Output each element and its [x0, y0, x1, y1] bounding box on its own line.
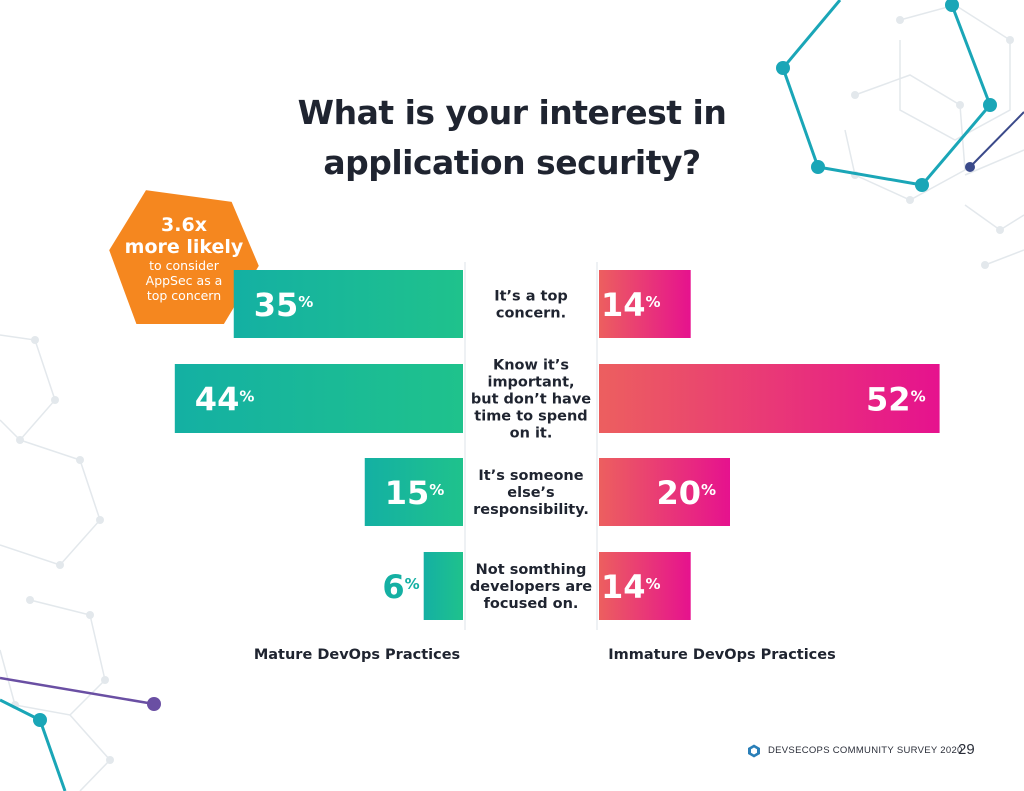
category-label-line: Know it’s	[493, 358, 569, 374]
footer-survey-name: DEVSECOPS COMMUNITY SURVEY 2020	[768, 745, 963, 756]
category-column	[465, 262, 597, 630]
immature-value-label: 52%	[866, 381, 926, 419]
title-line-1: What is your interest in	[297, 93, 727, 132]
category-label-line: responsibility.	[473, 502, 589, 518]
mature-bar	[233, 270, 463, 338]
category-label-line: time to spend	[474, 409, 587, 425]
category-label-line: else’s	[507, 485, 554, 501]
callout-line-5: top concern	[146, 288, 222, 303]
immature-bar	[599, 458, 730, 526]
mature-value-label-number: 15	[385, 474, 430, 512]
hexagon-logo-icon	[748, 744, 760, 758]
immature-bar	[599, 552, 691, 620]
callout-line-3: to consider	[149, 258, 219, 273]
purple-teal-network	[0, 676, 161, 791]
immature-value-label-percent-sign: %	[646, 293, 661, 311]
mature-value-label: 15%	[385, 474, 445, 512]
immature-value-label: 20%	[656, 474, 716, 512]
immature-value-label: 14%	[601, 286, 661, 324]
immature-value-label-number: 52	[866, 381, 911, 419]
immature-bar	[599, 364, 940, 433]
category-label: Know it’s important, but don’t have time to…	[471, 358, 591, 442]
immature-value-label-number: 14	[601, 568, 646, 606]
immature-bar	[599, 270, 691, 338]
mature-value-label-percent-sign: %	[239, 388, 254, 406]
category-label: It’s someone else’s responsibility.	[473, 468, 589, 518]
series-label-mature: Mature DevOps Practices	[254, 647, 460, 663]
category-label-line: on it.	[510, 426, 553, 442]
mature-value-label-percent-sign: %	[429, 481, 444, 499]
category-label-line: focused on.	[484, 596, 579, 612]
callout-line-2: more likely	[124, 236, 244, 258]
immature-value-label-number: 20	[656, 474, 701, 512]
category-label-line: concern.	[496, 306, 566, 322]
mature-value-label: 6%	[382, 568, 419, 606]
callout-value: 3.6x	[161, 214, 207, 236]
immature-value-label: 14%	[601, 568, 661, 606]
mature-bar	[174, 364, 464, 433]
callout-hexagon-shape	[105, 186, 263, 328]
category-label-line: It’s a top	[494, 289, 568, 305]
category-label: Not somthing developers are focused on.	[470, 562, 592, 612]
immature-value-label-percent-sign: %	[911, 388, 926, 406]
immature-value-label-percent-sign: %	[646, 575, 661, 593]
callout-text: 3.6x more likely to consider AppSec as a…	[105, 214, 263, 303]
series-label-immature: Immature DevOps Practices	[608, 647, 836, 663]
teal-hexagon-network	[776, 0, 1024, 192]
mature-bar	[364, 458, 463, 526]
mature-value-label-percent-sign: %	[405, 575, 420, 593]
mature-value-label-number: 35	[254, 286, 299, 324]
mature-value-label: 44%	[195, 381, 255, 419]
mature-bar	[423, 552, 463, 620]
category-label-line: developers are	[470, 579, 592, 595]
page-title: What is your interest in application sec…	[262, 88, 762, 188]
mature-value-label-number: 6	[382, 568, 404, 606]
category-label-line: but don’t have	[471, 392, 591, 408]
category-label: It’s a top concern.	[494, 289, 568, 322]
category-label-line: It’s someone	[478, 468, 583, 484]
mature-value-label-percent-sign: %	[298, 293, 313, 311]
immature-value-label-percent-sign: %	[701, 481, 716, 499]
page-number: 29	[958, 741, 975, 758]
mature-value-label-number: 44	[195, 381, 240, 419]
background-hexagon-dots	[11, 1, 1014, 764]
category-label-line: important,	[487, 375, 574, 391]
immature-value-label-number: 14	[601, 286, 646, 324]
title-line-2: application security?	[323, 143, 701, 182]
callout-line-4: AppSec as a	[145, 273, 223, 288]
callout-badge: 3.6x more likely to consider AppSec as a…	[105, 186, 263, 330]
mature-value-label: 35%	[254, 286, 314, 324]
category-label-line: Not somthing	[476, 562, 587, 578]
